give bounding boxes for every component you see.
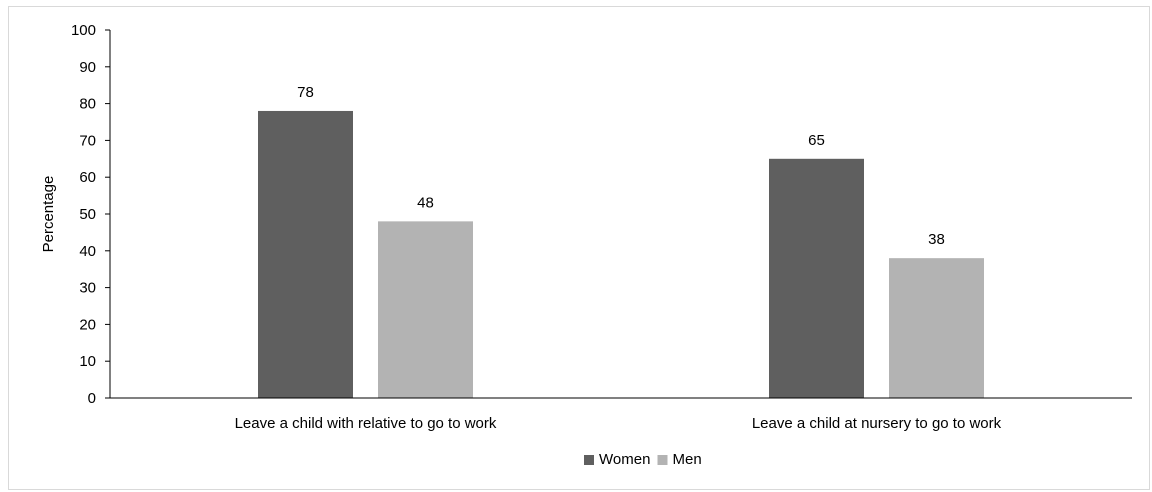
- y-tick-label: 30: [79, 280, 96, 297]
- y-axis-title: Percentage: [40, 176, 57, 253]
- y-tick-label: 20: [79, 316, 96, 333]
- data-label: 38: [928, 231, 945, 248]
- legend-label-women: Women: [599, 451, 650, 468]
- bars: 78 48 65 38: [258, 84, 984, 399]
- y-tick-label: 40: [79, 243, 96, 260]
- bar-women: [258, 110, 353, 399]
- y-tick-label: 70: [79, 132, 96, 149]
- x-axis: Leave a child with relative to go to wor…: [110, 397, 1132, 432]
- legend: Women Men: [584, 451, 702, 468]
- data-label: 48: [417, 194, 434, 211]
- legend-label-men: Men: [673, 451, 702, 468]
- y-tick-label: 10: [79, 353, 96, 370]
- y-tick-label: 90: [79, 59, 96, 76]
- x-category-label: Leave a child with relative to go to wor…: [235, 415, 497, 432]
- y-tick-label: 50: [79, 206, 96, 223]
- bar-men: [889, 258, 984, 398]
- y-tick-label: 100: [71, 22, 96, 39]
- y-axis: 0 10 20 30 40 50 60 70 80 90 100: [71, 22, 111, 407]
- data-label: 65: [808, 132, 825, 149]
- data-label: 78: [297, 84, 314, 101]
- x-category-label: Leave a child at nursery to go to work: [752, 415, 1002, 432]
- y-tick-label: 80: [79, 96, 96, 113]
- bar-men: [378, 221, 473, 398]
- legend-swatch-women: [584, 455, 594, 465]
- chart-frame: [8, 6, 1150, 490]
- y-tick-label: 0: [88, 390, 96, 407]
- legend-swatch-men: [657, 455, 668, 465]
- y-tick-label: 60: [79, 169, 96, 186]
- bar-women: [769, 158, 864, 398]
